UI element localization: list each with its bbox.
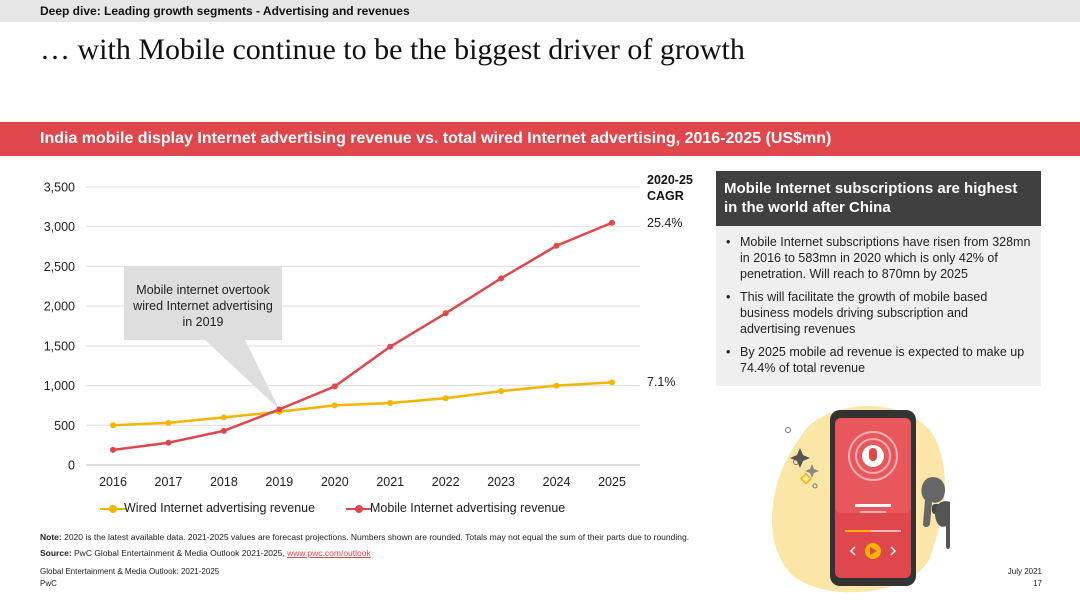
smartphone-podcast-earbuds-icon [771,406,950,593]
data-point-wired [110,422,116,429]
y-tick-label: 1,500 [44,339,75,353]
data-point-mobile [220,427,227,434]
x-tick-label: 2016 [99,475,127,489]
data-point-wired [609,379,615,386]
x-tick-label: 2023 [487,475,515,489]
data-point-wired [220,414,227,421]
annotation-bubble [124,266,282,410]
page-title: … with Mobile continue to be the biggest… [40,33,745,66]
data-point-mobile [331,383,338,390]
series-line-mobile [112,221,613,452]
x-tick-label: 2021 [376,475,404,489]
data-point-wired [387,400,394,407]
section-header-bar: Deep dive: Leading growth segments - Adv… [0,0,1080,22]
y-tick-label: 1,000 [44,379,75,393]
x-tick-label: 2022 [432,475,460,489]
page-number: 17 [1033,579,1042,588]
cagr-header: 2020-25 CAGR [647,173,693,203]
cagr-wired-value: 7.1% [647,375,676,390]
chart-note: Note: 2020 is the latest available data.… [40,532,690,542]
footer-brand: PwC [40,579,57,588]
data-point-wired [331,402,338,409]
chart-source: Source: PwC Global Entertainment & Media… [40,548,371,558]
data-point-mobile [387,343,394,350]
footer-date: July 2021 [1007,567,1042,576]
data-point-mobile [609,219,615,226]
chart-title-bar: India mobile display Internet advertisin… [0,122,1080,156]
insight-bullet: • This will facilitate the growth of mobi… [726,290,988,336]
data-point-mobile [165,439,172,446]
y-tick-label: 500 [54,419,75,433]
insight-box-title: Mobile Internet subscriptions are highes… [716,171,1041,226]
data-point-wired [165,419,172,426]
insight-box-body: • Mobile Internet subscriptions have rise… [716,226,1041,386]
data-point-mobile [498,275,505,282]
x-tick-label: 2020 [321,475,349,489]
data-point-mobile [276,406,283,413]
x-tick-label: 2019 [265,475,293,489]
x-tick-label: 2025 [598,475,626,489]
data-point-mobile [553,242,560,249]
x-tick-label: 2018 [210,475,238,489]
cagr-mobile-value: 25.4% [647,215,683,230]
x-tick-label: 2024 [543,475,571,489]
legend-line-wired-icon [100,505,126,513]
data-point-mobile [110,446,116,453]
y-tick-label: 2,000 [44,300,75,314]
y-tick-label: 0 [68,459,75,473]
data-point-wired [442,395,449,402]
chart-title: India mobile display Internet advertisin… [40,130,832,147]
chart-annotation: Mobile internet overtook wired Internet … [133,283,273,329]
section-label: Deep dive: Leading growth segments - Adv… [40,4,410,18]
legend-line-mobile-icon [346,505,372,513]
y-tick-label: 2,500 [44,260,75,274]
y-tick-label: 3,500 [44,181,75,195]
data-point-wired [498,388,505,395]
footer-publication: Global Entertainment & Media Outlook: 20… [40,567,220,576]
source-link[interactable]: www.pwc.com/outlook [287,548,371,558]
y-tick-label: 3,000 [44,220,75,234]
series-line-wired [112,381,613,427]
insight-bullet: • By 2025 mobile ad revenue is expected t… [726,345,1025,375]
x-tick-label: 2017 [155,475,183,489]
data-point-mobile [442,310,449,317]
insight-bullet: • Mobile Internet subscriptions have rise… [726,235,1031,281]
line-chart: 0 500 1,000 1,500 2,000 2,500 3,000 3,500 2016 2… [44,181,640,489]
data-point-wired [553,382,560,389]
